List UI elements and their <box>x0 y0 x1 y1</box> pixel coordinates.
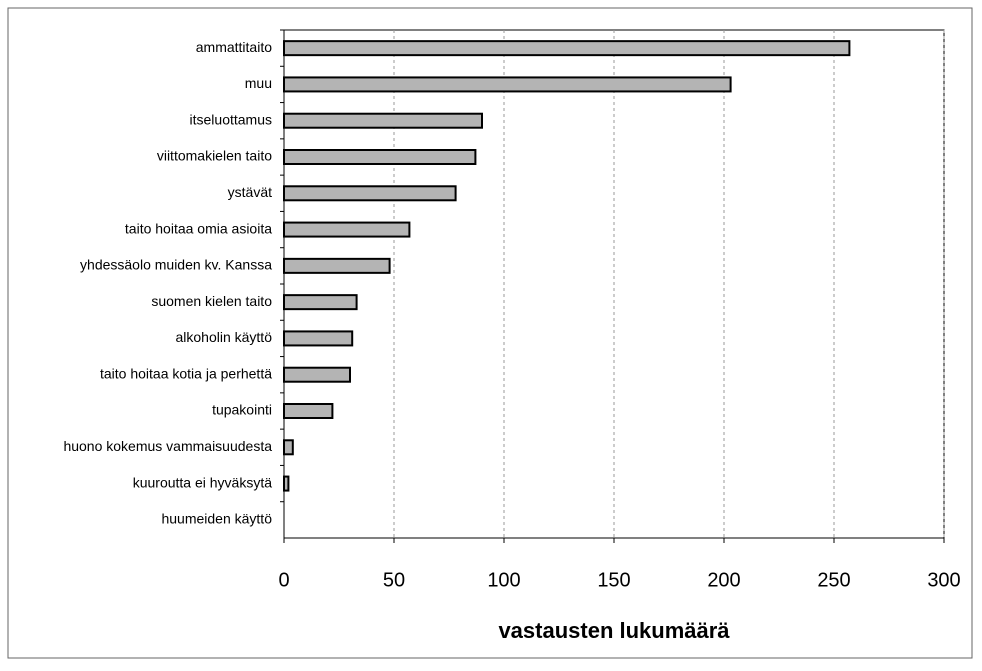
bar <box>283 40 851 57</box>
y-tick-label: viittomakielen taito <box>157 148 272 164</box>
y-tick-label: taito hoitaa omia asioita <box>125 220 272 236</box>
bar <box>283 112 483 129</box>
y-tick-label: huumeiden käyttö <box>161 511 272 527</box>
y-tick-label: suomen kielen taito <box>151 293 272 309</box>
y-tick-label: yhdessäolo muiden kv. Kanssa <box>80 257 272 273</box>
y-tick-label: kuuroutta ei hyväksytä <box>133 474 273 490</box>
x-tick-label: 150 <box>597 569 630 591</box>
y-tick-label: ystävät <box>228 184 272 200</box>
bar <box>283 149 477 165</box>
x-tick-label: 100 <box>487 569 520 591</box>
x-tick-label: 200 <box>707 569 740 591</box>
y-tick-label: muu <box>245 75 272 91</box>
y-tick-label: huono kokemus vammaisuudesta <box>63 438 272 454</box>
y-tick-label: ammattitaito <box>196 39 272 55</box>
x-tick-label: 250 <box>817 569 850 591</box>
x-axis-title: vastausten lukumäärä <box>498 618 730 643</box>
bar <box>283 294 358 311</box>
bar <box>283 185 457 202</box>
bar <box>283 475 290 492</box>
y-tick-label: taito hoitaa kotia ja perhettä <box>100 365 272 381</box>
bar <box>283 403 334 419</box>
bar <box>283 330 354 347</box>
bar <box>283 76 732 93</box>
y-tick-label: itseluottamus <box>190 111 272 127</box>
bar <box>283 366 351 383</box>
bar <box>283 439 294 456</box>
y-tick-label: alkoholin käyttö <box>175 329 272 345</box>
x-tick-label: 50 <box>383 569 405 591</box>
bar <box>283 221 411 238</box>
bar <box>283 257 391 274</box>
x-tick-label: 300 <box>927 569 960 591</box>
y-tick-label: tupakointi <box>212 402 272 418</box>
x-tick-label: 0 <box>278 569 289 591</box>
